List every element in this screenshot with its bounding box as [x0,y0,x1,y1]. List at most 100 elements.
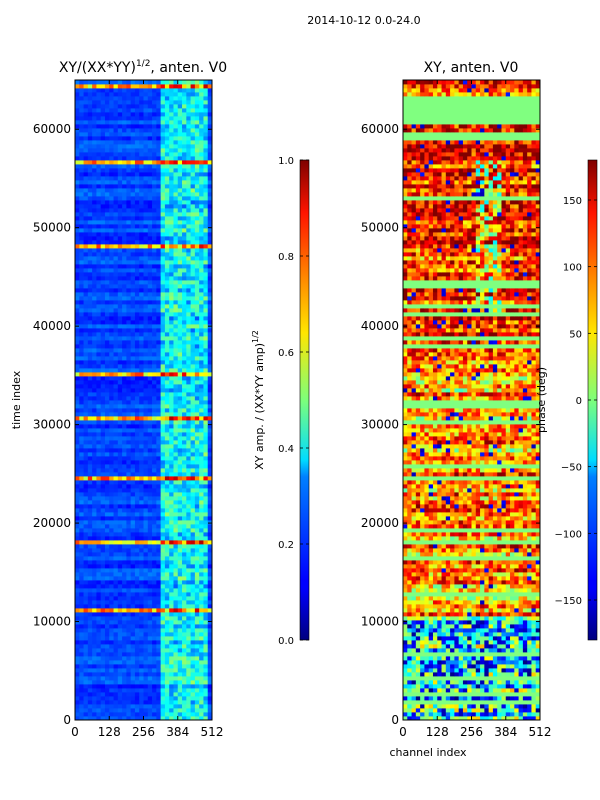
amplitude-heatmap-cell [190,600,196,605]
amplitude-heatmap-cell [104,232,110,237]
amplitude-heatmap-cell [173,340,179,345]
amplitude-heatmap-cell [173,508,179,513]
amplitude-heatmap-cell [164,644,170,649]
amplitude-heatmap-cell [156,624,162,629]
amplitude-heatmap-cell [104,508,110,513]
amplitude-heatmap-cell [194,240,200,245]
amplitude-heatmap-cell [139,560,144,565]
amplitude-heatmap-cell [104,592,110,597]
amplitude-heatmap-cell [199,220,204,225]
amplitude-heatmap-cell [152,556,157,561]
amplitude-heatmap-cell [169,272,174,277]
amplitude-heatmap-cell [177,448,183,453]
amplitude-heatmap-cell [126,420,132,425]
amplitude-heatmap-cell [130,504,136,509]
amplitude-heatmap-cell [122,412,127,417]
amplitude-heatmap-cell [109,192,114,197]
amplitude-heatmap-cell [92,412,97,417]
amplitude-heatmap-cell [75,640,80,645]
amplitude-heatmap-cell [83,180,89,185]
amplitude-heatmap-cell [173,332,179,337]
amplitude-heatmap-cell [104,216,110,221]
amplitude-heatmap-cell [79,108,84,113]
amplitude-heatmap-cell [190,280,196,285]
amplitude-heatmap-cell [92,528,97,533]
amplitude-heatmap-cell [130,260,136,265]
amplitude-heatmap-cell [152,376,157,381]
amplitude-heatmap-cell [177,636,183,641]
amplitude-heatmap-cell [173,492,179,497]
amplitude-heatmap-cell [117,192,123,197]
amplitude-heatmap-cell [177,468,183,473]
amplitude-heatmap-cell [122,168,127,173]
amplitude-heatmap-cell [203,448,209,453]
amplitude-heatmap-cell [113,224,119,229]
amplitude-heatmap-cell [87,516,93,521]
amplitude-heatmap-cell [75,196,80,201]
amplitude-heatmap-cell [87,560,93,565]
amplitude-heatmap-cell [190,276,196,281]
amplitude-heatmap-cell [173,632,179,637]
amplitude-heatmap-cell [83,336,89,341]
amplitude-heatmap-cell [104,692,110,697]
amplitude-heatmap-cell [96,216,102,221]
amplitude-heatmap-cell [156,684,162,689]
amplitude-heatmap-cell [194,496,200,501]
amplitude-heatmap-cell [117,160,123,165]
amplitude-heatmap-cell [164,324,170,329]
amplitude-heatmap-cell [156,636,162,641]
amplitude-heatmap-cell [203,524,209,529]
amplitude-heatmap-cell [104,488,110,493]
amplitude-heatmap-cell [164,188,170,193]
amplitude-heatmap-cell [199,372,204,377]
amplitude-heatmap-cell [83,644,89,649]
amplitude-heatmap-cell [100,288,106,293]
amplitude-heatmap-cell [182,492,187,497]
amplitude-heatmap-cell [83,556,89,561]
amplitude-heatmap-cell [173,144,179,149]
amplitude-heatmap-cell [126,224,132,229]
amplitude-heatmap-cell [169,496,174,501]
amplitude-heatmap-cell [152,244,157,249]
amplitude-heatmap-cell [152,460,157,465]
amplitude-heatmap-cell [143,492,149,497]
amplitude-heatmap-cell [147,268,153,273]
amplitude-heatmap-cell [152,336,157,341]
amplitude-heatmap-cell [143,620,149,625]
amplitude-heatmap-cell [109,420,114,425]
amplitude-heatmap-cell [182,384,187,389]
amplitude-heatmap-cell [147,564,153,569]
amplitude-heatmap-cell [83,456,89,461]
amplitude-heatmap-cell [182,440,187,445]
amplitude-heatmap-cell [87,392,93,397]
amplitude-heatmap-cell [100,156,106,161]
amplitude-heatmap-cell [100,184,106,189]
amplitude-heatmap-cell [134,224,140,229]
amplitude-heatmap-cell [177,472,183,477]
amplitude-heatmap-cell [130,436,136,441]
amplitude-heatmap-cell [194,324,200,329]
amplitude-heatmap-cell [130,424,136,429]
amplitude-heatmap-cell [147,604,153,609]
amplitude-heatmap-cell [117,216,123,221]
amplitude-heatmap-cell [109,672,114,677]
amplitude-heatmap-cell [156,308,162,313]
amplitude-heatmap-cell [143,584,149,589]
amplitude-heatmap-cell [113,588,119,593]
amplitude-heatmap-cell [182,176,187,181]
amplitude-heatmap-cell [79,460,84,465]
amplitude-heatmap-cell [117,312,123,317]
amplitude-heatmap-cell [169,648,174,653]
amplitude-heatmap-cell [96,348,102,353]
amplitude-heatmap-cell [122,664,127,669]
amplitude-heatmap-cell [143,404,149,409]
amplitude-heatmap-cell [160,268,166,273]
amplitude-heatmap-cell [139,192,144,197]
amplitude-heatmap-cell [203,244,209,249]
amplitude-heatmap-cell [134,424,140,429]
amplitude-heatmap-cell [152,508,157,513]
amplitude-heatmap-cell [182,632,187,637]
amplitude-heatmap-cell [203,696,209,701]
amplitude-heatmap-cell [75,140,80,145]
amplitude-heatmap-cell [113,684,119,689]
